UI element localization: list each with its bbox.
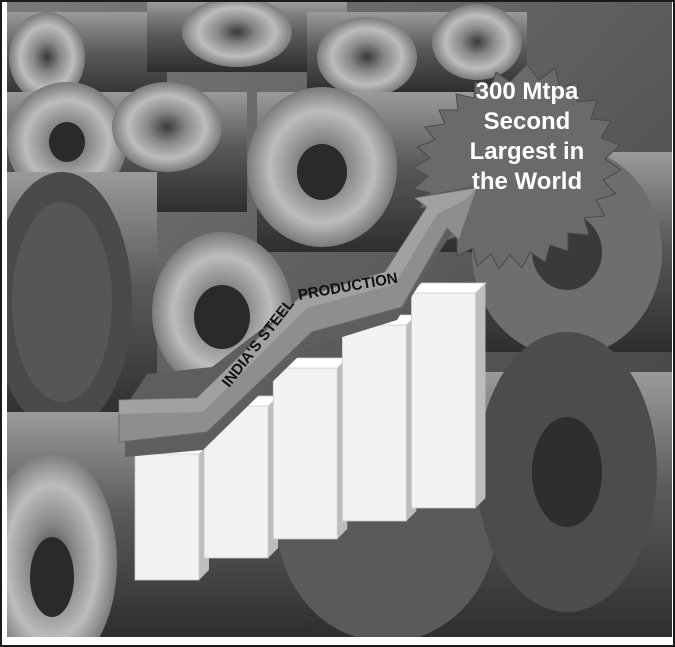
bar (134, 443, 210, 581)
scene-svg: INDIA'S STEEL PRODUCTION (7, 2, 672, 637)
steel-coils-photo: INDIA'S STEEL PRODUCTION 300 Mtpa Second… (7, 2, 672, 637)
bar-chart (134, 282, 487, 581)
badge-line-4: the World (471, 168, 583, 195)
bar (272, 357, 349, 540)
bar (341, 314, 418, 522)
badge-line-3: Largest in (469, 138, 585, 165)
bar (410, 282, 487, 509)
badge-line-2: Second (483, 108, 571, 135)
rising-arrow (118, 185, 478, 457)
badge-text: 300 Mtpa Second Largest in the World (457, 77, 597, 197)
badge-line-1: 300 Mtpa (475, 78, 579, 105)
